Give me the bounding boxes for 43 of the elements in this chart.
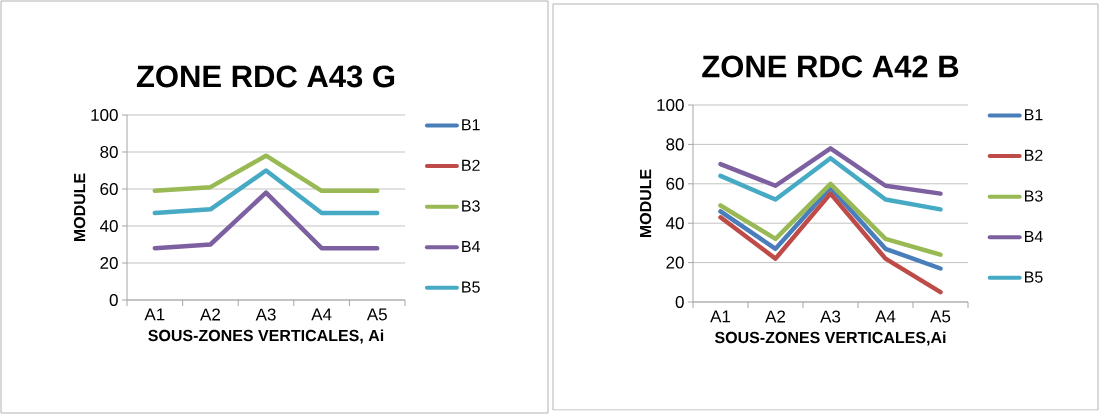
x-tick-label: A2 xyxy=(200,308,220,321)
y-tick-label: 20 xyxy=(666,256,684,269)
y-axis-title: MODULE xyxy=(639,169,652,238)
y-axis-title: MODULE xyxy=(73,173,86,242)
y-tick-label: 40 xyxy=(665,217,684,230)
legend-label: B5 xyxy=(462,281,480,293)
chart-title: ZONE RDC A42 B xyxy=(702,55,959,78)
legend-label: B4 xyxy=(1025,231,1043,243)
x-tick-label: A5 xyxy=(366,308,387,321)
x-tick-label: A4 xyxy=(311,308,332,321)
line-series xyxy=(718,191,943,295)
legend-label: B2 xyxy=(462,159,480,171)
x-tick-label: A5 xyxy=(930,310,951,323)
legend-label: B4 xyxy=(462,241,480,253)
y-tick-label: 60 xyxy=(100,182,118,196)
line-series xyxy=(718,181,943,257)
legend-label: B3 xyxy=(1025,190,1043,202)
y-tick-label: 60 xyxy=(666,177,684,190)
legend-label: B2 xyxy=(1025,149,1043,161)
chart-title: ZONE RDC A43 G xyxy=(136,65,395,88)
x-tick-label: A1 xyxy=(710,310,731,323)
x-tick-label: A4 xyxy=(875,310,896,323)
y-tick-label: 80 xyxy=(100,145,118,159)
x-tick-label: A2 xyxy=(765,310,786,323)
x-tick-label: A3 xyxy=(255,308,276,321)
legend-label: B1 xyxy=(1025,109,1043,121)
y-tick-label: 100 xyxy=(91,108,118,122)
legend-label: B3 xyxy=(462,200,480,212)
x-axis-title: SOUS-ZONES VERTICALES, Ai xyxy=(148,329,384,344)
x-tick-label: A3 xyxy=(820,310,841,323)
line-series xyxy=(718,146,943,196)
y-tick-label: 40 xyxy=(99,219,118,233)
line-series xyxy=(718,185,943,271)
x-tick-label: A1 xyxy=(144,308,165,321)
line-series xyxy=(718,155,943,212)
y-tick-label: 20 xyxy=(100,256,118,270)
y-tick-label: 0 xyxy=(109,293,118,307)
legend-label: B5 xyxy=(1025,271,1043,283)
y-tick-label: 0 xyxy=(675,295,684,309)
y-tick-label: 80 xyxy=(666,138,684,151)
y-tick-label: 100 xyxy=(657,98,684,112)
legend-label: B1 xyxy=(462,119,480,131)
x-axis-title: SOUS-ZONES VERTICALES,Ai xyxy=(714,331,946,346)
